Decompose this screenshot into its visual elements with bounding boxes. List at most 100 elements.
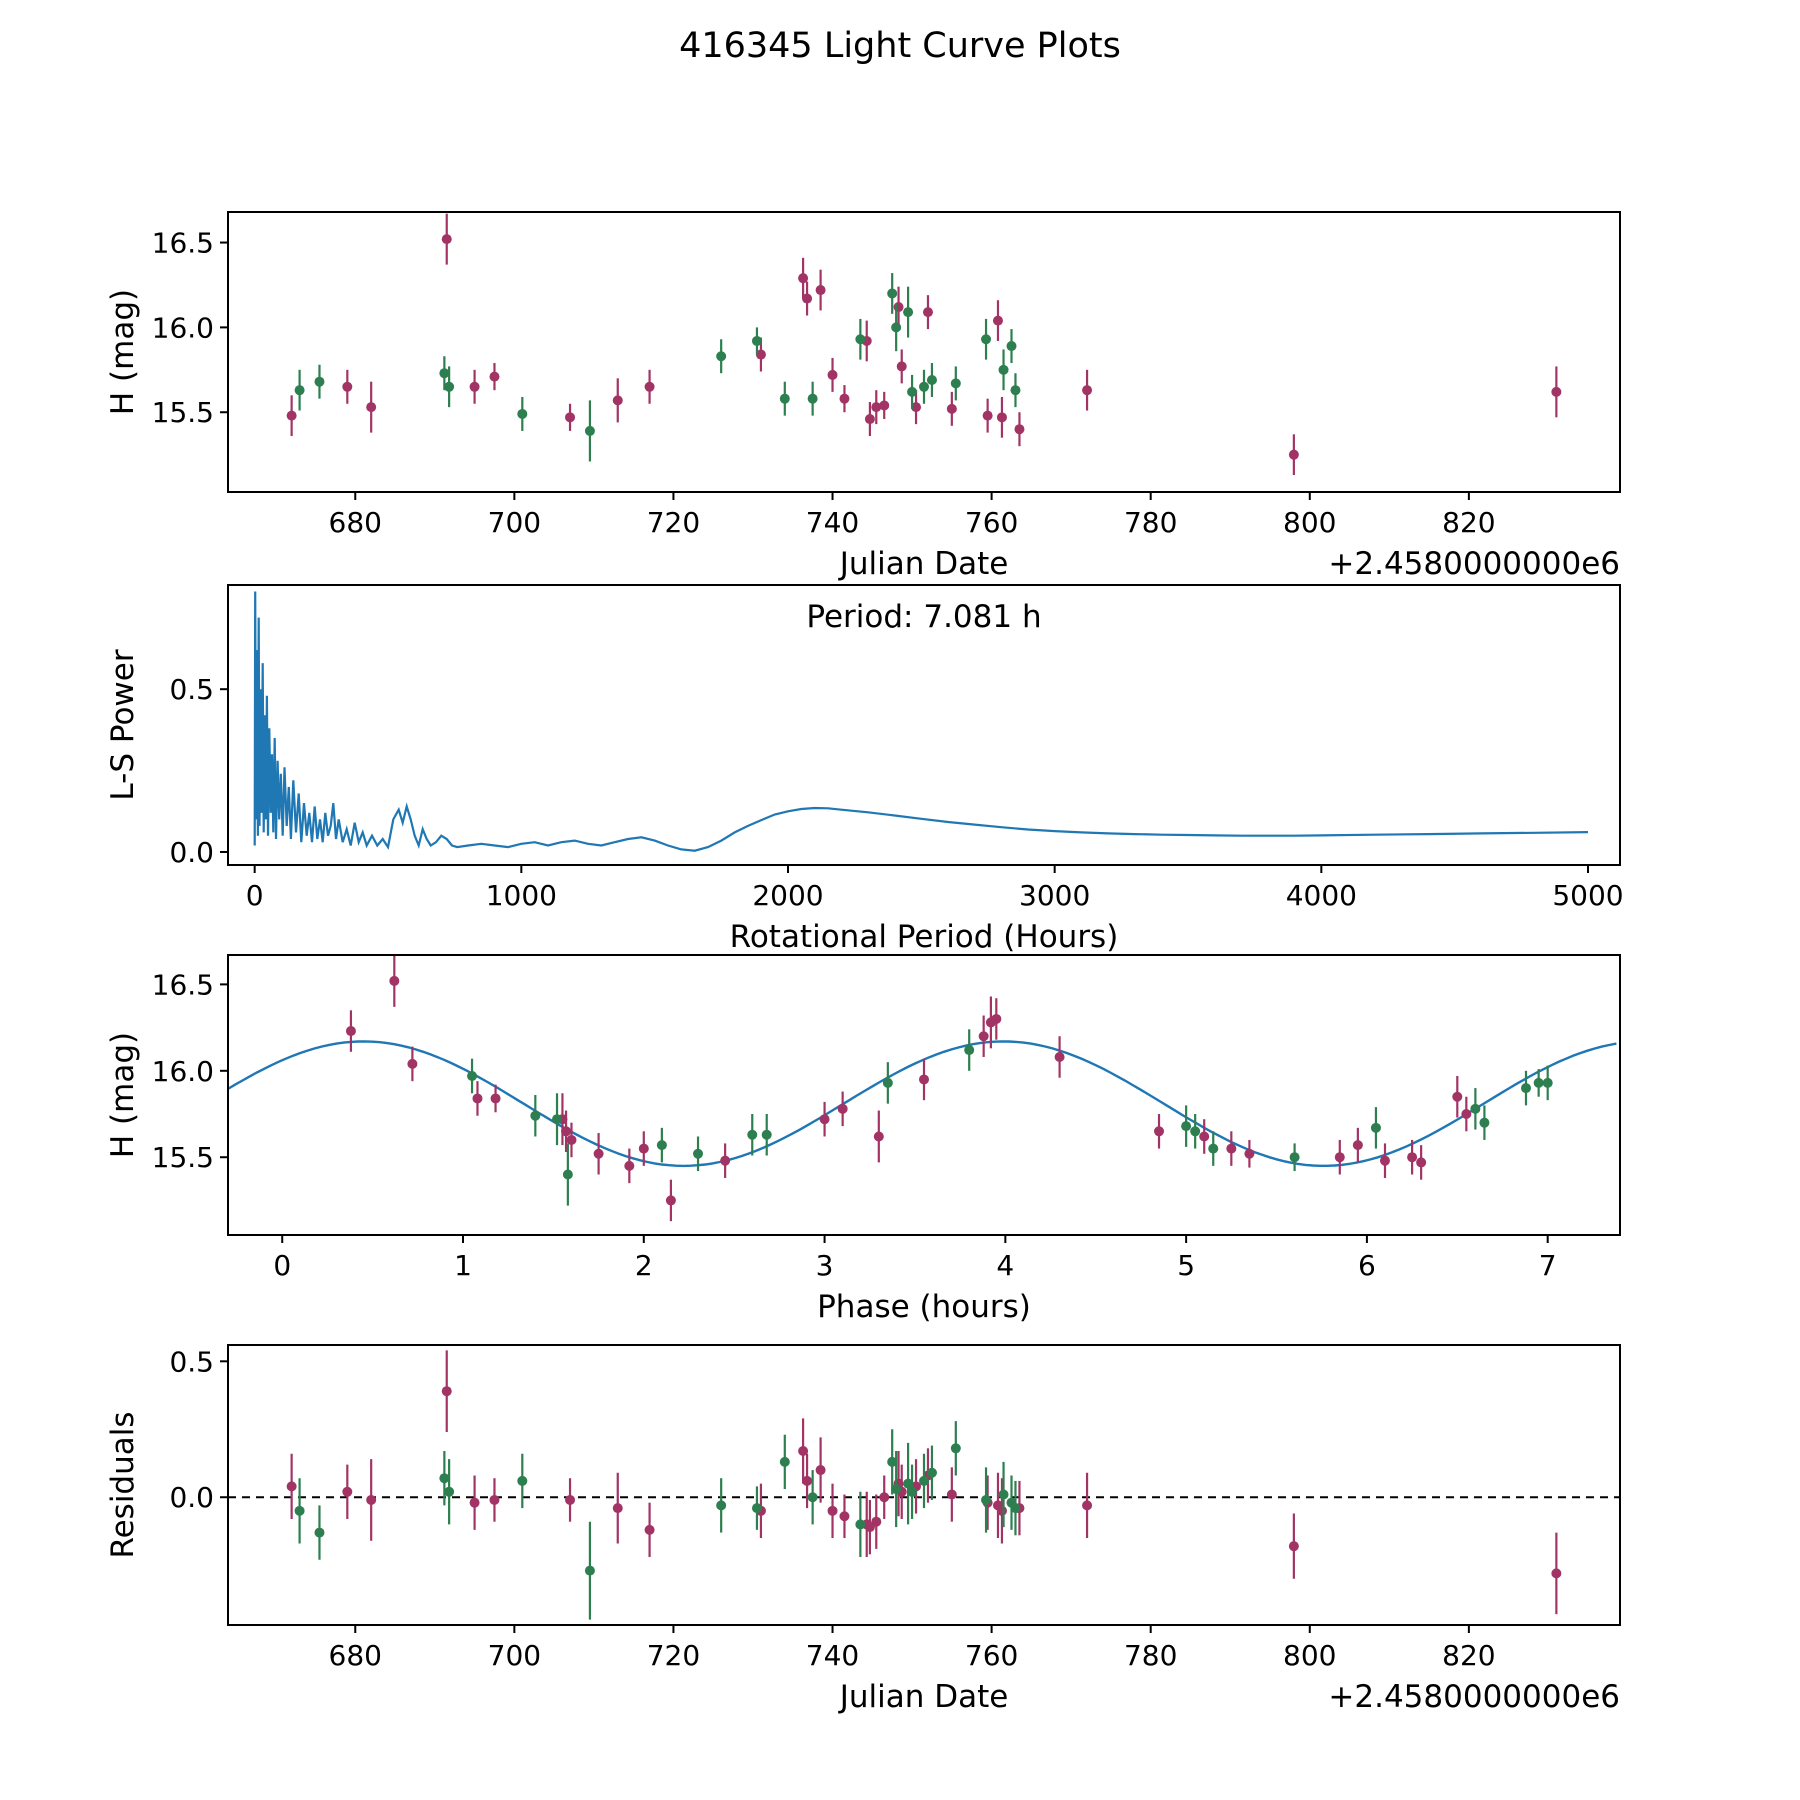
x-tick-label: 720 <box>647 1639 700 1672</box>
panel-periodogram: Period: 7.081 h 0 1000 2000 3000 4000 5000 0.0 0… <box>105 584 1624 955</box>
data-point <box>444 381 455 392</box>
data-point <box>798 273 809 284</box>
x-axis-label-residuals: Julian Date <box>838 1679 1009 1715</box>
x-tick-label: 0 <box>273 1249 291 1282</box>
x-tick-label: 680 <box>329 506 382 539</box>
panel-phase: 0 1 2 3 4 5 6 7 15.5 16.0 16.5 Phase (hours) H (mag) <box>105 954 1621 1325</box>
data-point <box>992 315 1003 326</box>
period-annotation: Period: 7.081 h <box>806 599 1041 635</box>
data-point <box>1244 1148 1255 1159</box>
y-axis-label-periodogram: L-S Power <box>105 649 141 800</box>
x-axis-label-periodogram: Rotational Period (Hours) <box>730 919 1119 955</box>
data-point <box>1082 385 1093 396</box>
data-point <box>342 381 353 392</box>
data-point <box>807 393 818 404</box>
figure-title: 416345 Light Curve Plots <box>679 26 1121 66</box>
data-point <box>839 393 850 404</box>
x-tick-label: 700 <box>488 1639 541 1672</box>
data-point <box>981 1494 992 1505</box>
data-point <box>761 1129 772 1140</box>
data-point <box>779 1456 790 1467</box>
x-tick-label: 2 <box>635 1249 653 1282</box>
data-point <box>815 1465 826 1476</box>
data-point <box>779 393 790 404</box>
data-point <box>819 1114 830 1125</box>
data-point <box>837 1103 848 1114</box>
data-point <box>998 364 1009 375</box>
y-tick-label: 0.5 <box>169 673 214 706</box>
data-point <box>366 1494 377 1505</box>
data-point <box>644 381 655 392</box>
data-point <box>896 361 907 372</box>
x-tick-label: 0 <box>246 879 264 912</box>
data-point <box>891 1484 902 1495</box>
data-point <box>294 1505 305 1516</box>
data-point <box>552 1114 563 1125</box>
data-point <box>981 334 992 345</box>
data-point <box>1226 1143 1237 1154</box>
data-point <box>562 1169 573 1180</box>
data-point <box>342 1486 353 1497</box>
data-point <box>1054 1051 1065 1062</box>
data-point <box>996 412 1007 423</box>
data-point <box>1551 386 1562 397</box>
x-axis-offset-residuals: +2.4580000000e6 <box>1328 1679 1620 1715</box>
axes-spines <box>227 584 1621 866</box>
data-point <box>1542 1077 1553 1088</box>
x-tick-label: 3 <box>816 1249 834 1282</box>
data-point <box>656 1140 667 1151</box>
data-point <box>530 1110 541 1121</box>
data-point <box>1533 1077 1544 1088</box>
data-point <box>489 1494 500 1505</box>
data-point <box>294 385 305 396</box>
data-point <box>565 1494 576 1505</box>
axes-spines <box>227 1344 1621 1626</box>
y-tick-label: 16.5 <box>152 227 214 260</box>
x-tick-label: 3000 <box>1019 879 1090 912</box>
data-point <box>1010 1503 1021 1514</box>
data-point <box>693 1148 704 1159</box>
data-point <box>887 1456 898 1467</box>
axes-spines <box>227 211 1621 493</box>
data-point <box>879 400 890 411</box>
data-point <box>1379 1155 1390 1166</box>
data-point <box>926 1467 937 1478</box>
data-point <box>991 1013 1002 1024</box>
data-point <box>964 1045 975 1056</box>
x-tick-label: 700 <box>488 506 541 539</box>
data-point <box>489 371 500 382</box>
data-point <box>1520 1083 1531 1094</box>
data-point <box>720 1155 731 1166</box>
y-axis-label-phase: H (mag) <box>105 1032 141 1158</box>
data-point <box>1452 1091 1463 1102</box>
data-point <box>314 1527 325 1538</box>
series-phase-purple <box>345 955 1472 1222</box>
data-point <box>490 1093 501 1104</box>
x-tick-label: 7 <box>1539 1249 1557 1282</box>
data-point <box>827 1505 838 1516</box>
data-point <box>1208 1143 1219 1154</box>
data-point <box>565 412 576 423</box>
data-point <box>798 1446 809 1457</box>
x-tick-label: 720 <box>647 506 700 539</box>
data-point <box>1190 1126 1201 1137</box>
x-tick-label: 2000 <box>752 879 823 912</box>
plot-area-periodogram <box>253 591 1589 852</box>
data-point <box>919 1475 929 1486</box>
y-tick-label: 16.5 <box>152 968 214 1001</box>
data-point <box>815 285 826 296</box>
y-axis-label-jd_mag: H (mag) <box>105 289 141 415</box>
data-point <box>561 1126 572 1137</box>
data-point <box>755 349 766 360</box>
data-point <box>612 395 623 406</box>
data-point <box>584 1565 595 1576</box>
data-point <box>946 403 957 414</box>
data-point <box>1461 1109 1472 1120</box>
data-point <box>286 410 297 421</box>
panel-residuals: 680 700 720 740 760 780 800 820 0.0 0.5 Julian Dat… <box>105 1344 1621 1715</box>
data-point <box>716 1500 727 1511</box>
data-point <box>441 1386 452 1397</box>
x-tick-label: 4000 <box>1286 879 1357 912</box>
